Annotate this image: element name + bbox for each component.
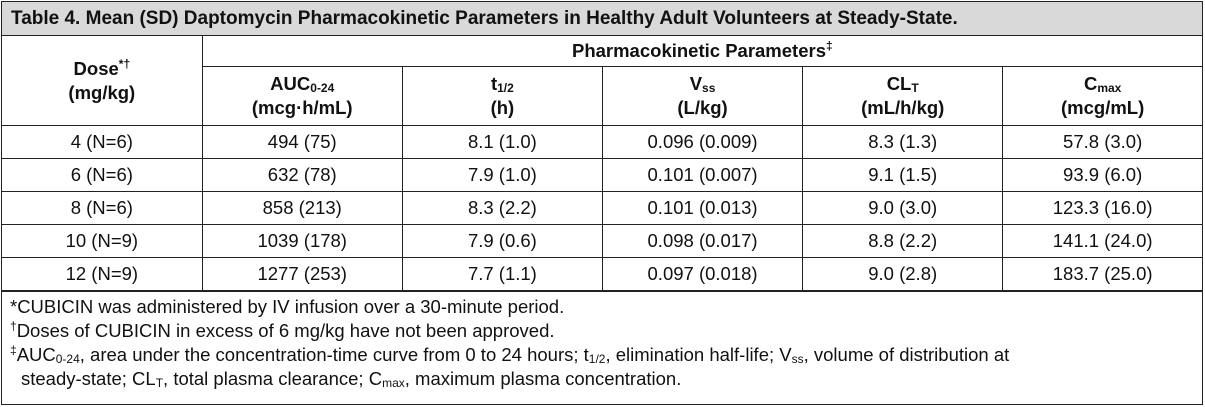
header-row-1: Dose*† (mg/kg) Pharmacokinetic Parameter… [2, 36, 1202, 126]
dose-cell: 12 (N=9) [2, 257, 203, 291]
footnote-3: ‡AUC0-24, area under the concentration-t… [10, 343, 1194, 367]
vss-cell: 0.101 (0.007) [601, 158, 804, 192]
t-half-cell: 8.3 (2.2) [401, 191, 603, 225]
cmax-cell: 93.9 (6.0) [1002, 158, 1202, 192]
col-unit: (mcg/mL) [1061, 97, 1145, 118]
t-half-cell: 7.9 (0.6) [401, 224, 603, 258]
col-unit: (mL/h/kg) [861, 97, 945, 118]
col-header-auc: AUC0-24 (mcg·h/mL) [202, 66, 403, 126]
dose-cell: 4 (N=6) [2, 125, 203, 159]
dose-label: Dose [73, 57, 119, 79]
footnote-2: †Doses of CUBICIN in excess of 6 mg/kg h… [10, 319, 1194, 343]
dose-cell: 10 (N=9) [2, 224, 203, 258]
table-row: 10 (N=9) 1039 (178) 7.9 (0.6) 0.098 (0.0… [2, 224, 1202, 258]
pk-parameters-header: Pharmacokinetic Parameters‡ [201, 36, 1202, 67]
table-row: 8 (N=6) 858 (213) 8.3 (2.2) 0.101 (0.013… [2, 191, 1202, 225]
clt-cell: 8.8 (2.2) [802, 224, 1004, 258]
table-row: 6 (N=6) 632 (78) 7.9 (1.0) 0.101 (0.007)… [2, 158, 1202, 192]
col-main: t [490, 73, 498, 94]
dose-cell: 8 (N=6) [2, 191, 203, 225]
footnote-3-continued: steady-state; CLT, total plasma clearanc… [10, 367, 1194, 391]
auc-cell: 858 (213) [201, 191, 403, 225]
footnote-3-sub: T [155, 376, 164, 390]
col-header-cmax: Cmax (mcg/mL) [1002, 66, 1202, 126]
vss-cell: 0.097 (0.018) [601, 257, 804, 291]
footnote-3-text: , total plasma clearance; C [163, 368, 383, 389]
header-row-2: AUC0-24 (mcg·h/mL) t1/2 (h) Vss (L/kg) CLT (… [2, 66, 1202, 126]
footnote-3-sub: 1/2 [588, 352, 606, 366]
footnote-3-text: , elimination half-life; V [605, 344, 792, 365]
table-row: 12 (N=9) 1277 (253) 7.7 (1.1) 0.097 (0.0… [2, 257, 1202, 291]
t-half-cell: 8.1 (1.0) [401, 125, 603, 159]
dose-cell: 6 (N=6) [2, 158, 203, 192]
col-sub: ss [702, 81, 716, 95]
col-main: V [689, 73, 703, 94]
footnote-3-text: , volume of distribution at [803, 344, 1010, 365]
clt-cell: 9.1 (1.5) [802, 158, 1004, 192]
footnote-3-text: , maximum plasma concentration. [404, 368, 682, 389]
vss-cell: 0.096 (0.009) [601, 125, 804, 159]
col-main: C [1083, 73, 1098, 94]
footnote-2-text: Doses of CUBICIN in excess of 6 mg/kg ha… [16, 320, 555, 341]
auc-cell: 494 (75) [201, 125, 403, 159]
footnote-3-text: AUC [16, 344, 56, 365]
auc-cell: 1277 (253) [201, 257, 403, 291]
vss-cell: 0.101 (0.013) [601, 191, 804, 225]
footnote-2-mark: † [10, 319, 17, 333]
col-unit: (L/kg) [677, 97, 728, 118]
group-label: Pharmacokinetic Parameters [571, 40, 826, 61]
footnote-3-sub: ss [791, 352, 804, 366]
footnote-3-sub: 0-24 [55, 352, 80, 366]
pk-table: Dose*† (mg/kg) Pharmacokinetic Parameter… [2, 36, 1202, 291]
clt-cell: 8.3 (1.3) [802, 125, 1004, 159]
dose-unit: (mg/kg) [68, 81, 136, 103]
cmax-cell: 183.7 (25.0) [1002, 257, 1202, 291]
t-half-cell: 7.7 (1.1) [401, 257, 603, 291]
footnote-3-text: steady-state; CL [21, 368, 156, 389]
col-sub: 0-24 [310, 81, 335, 95]
vss-cell: 0.098 (0.017) [601, 224, 804, 258]
cmax-cell: 123.3 (16.0) [1002, 191, 1202, 225]
auc-cell: 1039 (178) [201, 224, 403, 258]
auc-cell: 632 (78) [201, 158, 403, 192]
col-sub: 1/2 [497, 81, 514, 95]
col-sub: T [911, 81, 919, 95]
col-sub: max [1097, 81, 1122, 95]
group-mark: ‡ [825, 39, 833, 53]
col-unit: (mcg·h/mL) [251, 97, 353, 118]
table-row: 4 (N=6) 494 (75) 8.1 (1.0) 0.096 (0.009)… [2, 125, 1202, 159]
cmax-cell: 141.1 (24.0) [1002, 224, 1202, 258]
col-unit: (h) [490, 97, 515, 118]
footnotes: *CUBICIN was administered by IV infusion… [2, 291, 1202, 391]
dose-header: Dose*† (mg/kg) [2, 36, 203, 126]
footnote-3-mark: ‡ [10, 343, 17, 357]
footnote-1: *CUBICIN was administered by IV infusion… [10, 296, 565, 317]
t-half-cell: 7.9 (1.0) [401, 158, 603, 192]
table-title: Table 4. Mean (SD) Daptomycin Pharmacoki… [2, 2, 1202, 36]
col-header-vss: Vss (L/kg) [601, 66, 804, 126]
footnote-3-text: , area under the concentration-time curv… [79, 344, 589, 365]
col-main: AUC [270, 73, 311, 94]
footnote-3-sub: max [382, 376, 405, 390]
clt-cell: 9.0 (2.8) [802, 257, 1004, 291]
clt-cell: 9.0 (3.0) [802, 191, 1004, 225]
col-main: CL [886, 73, 912, 94]
dose-marks: *† [118, 56, 131, 71]
col-header-t-half: t1/2 (h) [401, 66, 603, 126]
col-header-clt: CLT (mL/h/kg) [802, 66, 1004, 126]
cmax-cell: 57.8 (3.0) [1002, 125, 1202, 159]
